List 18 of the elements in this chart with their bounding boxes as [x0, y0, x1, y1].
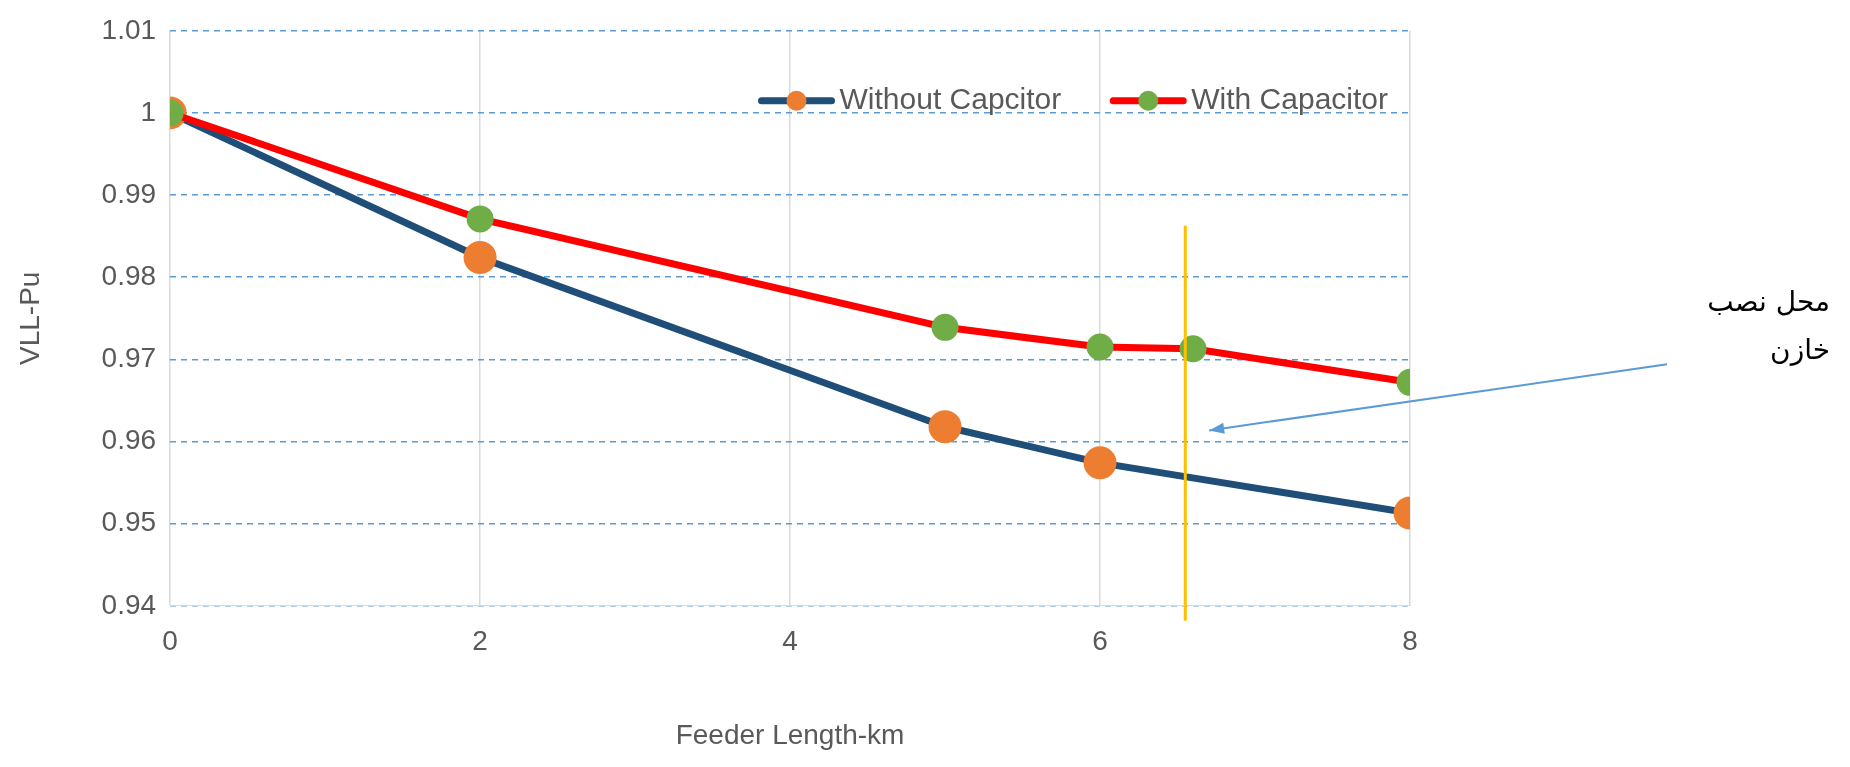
y-axis-title: VLL-Pu — [13, 271, 45, 365]
text: محل نصب خازن — [1707, 284, 1830, 366]
y-tick-label: 0.97 — [101, 342, 157, 374]
x-tick-label: 8 — [1402, 625, 1418, 657]
y-tick-label: 0.95 — [101, 506, 157, 538]
y-tick-label: 0.99 — [101, 177, 157, 209]
y-tick-label: 0.98 — [101, 259, 157, 291]
legend-label: Without Capcitor — [839, 82, 1062, 116]
x-axis-title: Feeder Length-km — [675, 718, 905, 750]
y-tick-label: 0.94 — [101, 588, 157, 620]
y-tick-label: 1.01 — [101, 13, 157, 45]
x-tick-label: 4 — [782, 625, 798, 657]
y-tick-label: 1 — [140, 95, 157, 127]
legend-label: With Capacitor — [1191, 82, 1389, 116]
x-tick-label: 0 — [162, 625, 178, 657]
y-tick-label: 0.96 — [101, 424, 157, 456]
x-tick-label: 2 — [472, 625, 488, 657]
x-tick-label: 6 — [1092, 625, 1108, 657]
